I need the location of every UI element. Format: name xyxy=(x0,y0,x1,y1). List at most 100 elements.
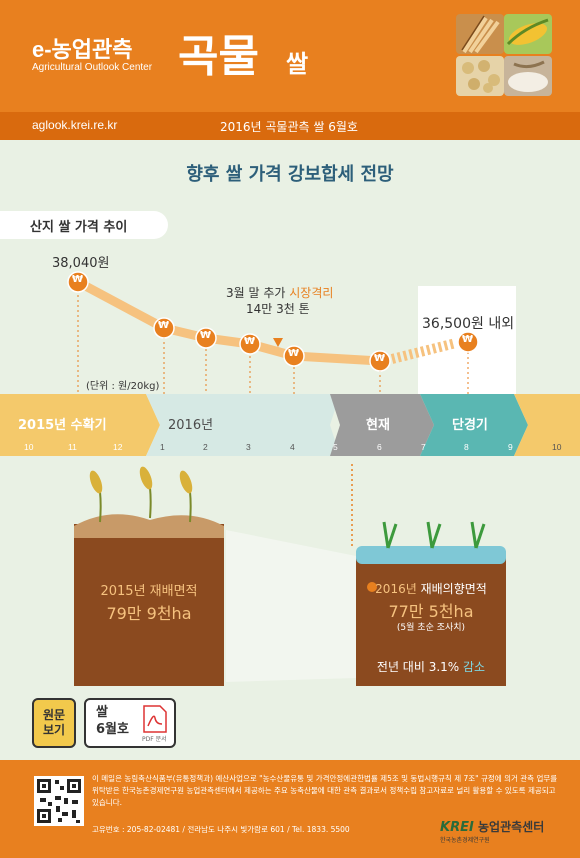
month-tick: 1 xyxy=(160,442,165,452)
section-tag xyxy=(0,211,168,239)
forecast-line xyxy=(390,338,458,364)
note-line-2: 14만 3천 톤 xyxy=(246,302,310,316)
month-tick: 4 xyxy=(290,442,295,452)
footer-address: 고유번호 : 205-82-02481 / 전라남도 나주시 빛가람로 601 … xyxy=(92,825,350,834)
month-tick: 10 xyxy=(552,442,562,452)
coin-icon xyxy=(195,327,217,349)
coin-icon xyxy=(457,331,479,353)
water-top-2016 xyxy=(356,546,506,564)
month-tick: 2 xyxy=(203,442,208,452)
month-tick: 10 xyxy=(24,442,34,452)
area-2016-note: (5월 초순 조사치) xyxy=(396,623,466,633)
logo-sub: 한국농촌경제연구원 xyxy=(440,837,490,844)
won-symbol: ₩ xyxy=(374,353,386,364)
segment-label-now: 현재 xyxy=(366,418,390,433)
corn-thumbnail xyxy=(504,14,552,54)
won-symbol: ₩ xyxy=(200,330,212,341)
start-price-label: 38,040원 xyxy=(52,256,110,271)
segment-2015-harvest xyxy=(0,394,160,456)
won-symbol: ₩ xyxy=(244,336,256,347)
month-tick: 6 xyxy=(377,442,382,452)
area-title: 재배의향면적 xyxy=(420,582,487,596)
wheat-thumbnail xyxy=(456,14,504,54)
arrow-down-icon xyxy=(273,338,283,347)
pdf-caption: PDF 문서 xyxy=(142,736,167,743)
rice-thumbnail xyxy=(504,56,552,96)
product-subtitle: 쌀 xyxy=(286,50,309,78)
issue-label: 2016년 곡물관측 쌀 6월호 xyxy=(220,120,358,134)
won-symbol: ₩ xyxy=(288,348,300,359)
month-tick: 7 xyxy=(421,442,426,452)
site-link[interactable]: aglook.krei.re.kr xyxy=(32,118,118,132)
coin-icon xyxy=(369,350,391,372)
soil-block-2015 xyxy=(74,524,224,686)
segment-label-lean: 단경기 xyxy=(452,418,488,433)
pdf-file-icon xyxy=(143,705,167,733)
segment-tail xyxy=(514,394,580,456)
month-tick: 12 xyxy=(113,442,123,452)
won-symbol: ₩ xyxy=(462,334,474,345)
month-tick: 5 xyxy=(333,442,338,452)
compare-text: 전년 대비 3.1% xyxy=(376,660,463,674)
segment-lean-season xyxy=(420,394,528,456)
pdf-title: 쌀 6월호 xyxy=(96,704,129,738)
button-label: 원문 xyxy=(42,708,66,722)
connector-band xyxy=(226,530,356,682)
area-title: 재배면적 xyxy=(149,584,198,599)
coin-icon xyxy=(239,333,261,355)
soil-block-2016 xyxy=(356,552,506,686)
cultivation-illustration xyxy=(74,464,506,686)
trend-line xyxy=(73,277,385,366)
unit-label: (단위 : 원/20kg) xyxy=(86,381,160,392)
segment-label-2015: 2015년 수확기 xyxy=(18,418,107,433)
soybean-thumbnail xyxy=(456,56,504,96)
timeline xyxy=(0,394,580,456)
won-symbol: ₩ xyxy=(158,320,170,331)
soil-top-2015 xyxy=(74,514,224,538)
button-label: 6월호 xyxy=(96,722,129,737)
button-label: 쌀 xyxy=(96,705,108,720)
brand-subtitle: Agricultural Outlook Center xyxy=(32,62,153,73)
note-highlight: 시장격리 xyxy=(289,286,334,300)
seedlings-2016 xyxy=(382,521,486,549)
month-tick: 8 xyxy=(464,442,469,452)
area-2016-title: 2016년 재배의향면적 xyxy=(356,580,506,597)
logo-name: 농업관측센터 xyxy=(478,820,545,834)
price-markers xyxy=(67,271,479,372)
price-trend-chart xyxy=(67,271,479,395)
krei-logo[interactable]: KREI 농업관측센터 한국농촌경제연구원 xyxy=(440,818,544,844)
headline: 향후 쌀 가격 강보합세 전망 xyxy=(186,164,394,185)
brand-title[interactable]: e-농업관측 xyxy=(32,37,133,62)
issue-bar xyxy=(0,112,580,140)
won-symbol: ₩ xyxy=(72,274,84,285)
area-2015-value: 79만 9천ha xyxy=(106,604,192,623)
area-2016-compare: 전년 대비 3.1% 감소 xyxy=(356,658,506,675)
segment-now xyxy=(330,394,434,456)
logo-mark: KREI xyxy=(440,820,474,835)
segment-label-2016: 2016년 xyxy=(168,418,214,433)
area-year: 2016년 xyxy=(375,582,421,596)
footer-notice: 이 메일은 농림축산식품부(유통정책과) 예산사업으로 "농수산물유통 및 가격… xyxy=(92,774,558,807)
footer xyxy=(0,760,580,858)
note-line-1: 3월 말 추가 시장격리 xyxy=(226,284,333,301)
segment-2016 xyxy=(146,394,340,456)
coin-icon xyxy=(67,271,89,293)
view-original-button[interactable]: 원문 보기 xyxy=(32,698,76,748)
coin-icon xyxy=(283,345,305,367)
month-tick: 9 xyxy=(508,442,513,452)
product-title: 곡물 xyxy=(178,31,259,82)
area-year: 2015년 xyxy=(100,584,150,599)
now-marker-dot xyxy=(367,582,377,592)
compare-highlight: 감소 xyxy=(463,660,486,674)
area-2016-value: 77만 5천ha xyxy=(388,602,474,621)
pdf-download-button[interactable]: 쌀 6월호 PDF 문서 xyxy=(84,698,176,748)
qr-code-icon[interactable] xyxy=(34,776,84,826)
month-tick: 11 xyxy=(68,442,77,452)
note-text: 3월 말 추가 xyxy=(226,286,290,300)
area-2015-title: 2015년 재배면적 xyxy=(74,580,224,599)
rice-grains-2015 xyxy=(89,466,193,494)
coin-icon xyxy=(153,317,175,339)
forecast-price-label: 36,500원 내외 xyxy=(422,316,515,332)
button-label: 보기 xyxy=(42,723,66,737)
